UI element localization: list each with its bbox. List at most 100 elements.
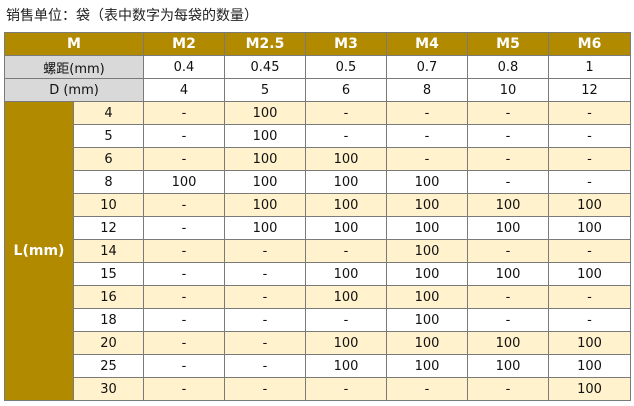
diameter-row: D (mm) 4 5 6 8 10 12: [4, 78, 631, 102]
size-header-row: M M2 M2.5 M3 M4 M5 M6: [4, 32, 631, 56]
quantity-cell: -: [143, 193, 225, 217]
quantity-cell: -: [548, 239, 631, 263]
length-cell: 5: [73, 124, 144, 148]
quantity-cell: -: [386, 377, 468, 401]
quantity-cell: -: [143, 308, 225, 332]
length-cell: 30: [73, 377, 144, 401]
quantity-cell: -: [143, 147, 225, 171]
table-row: 14- - -100- -: [5, 239, 631, 263]
pitch-row: 螺距(mm) 0.4 0.45 0.5 0.7 0.8 1: [4, 55, 631, 79]
quantity-cell: 100: [305, 331, 387, 355]
length-cell: 10: [73, 193, 144, 217]
quantity-cell: -: [467, 308, 549, 332]
length-header: L(mm): [4, 101, 74, 401]
quantity-cell: 100: [143, 170, 225, 194]
length-cell: 8: [73, 170, 144, 194]
quantity-cell: -: [305, 308, 387, 332]
quantity-cell: -: [467, 124, 549, 148]
size-header-cell: M2: [143, 32, 225, 56]
pitch-cell: 0.4: [143, 55, 225, 79]
page-caption: 销售单位：袋（表中数字为每袋的数量）: [6, 8, 258, 24]
quantity-cell: -: [143, 124, 225, 148]
length-cell: 25: [73, 354, 144, 378]
quantity-cell: -: [548, 124, 631, 148]
quantity-cell: 100: [548, 193, 631, 217]
quantity-cell: -: [143, 101, 225, 125]
table-row: 6-100 100- - -: [5, 147, 631, 171]
pitch-cell: 0.5: [305, 55, 387, 79]
pitch-cell: 0.8: [467, 55, 549, 79]
table-row: 18- - -100- -: [5, 308, 631, 332]
quantity-cell: 100: [548, 262, 631, 286]
size-header-cell: M4: [386, 32, 468, 56]
quantity-cell: 100: [224, 124, 306, 148]
quantity-cell: -: [548, 170, 631, 194]
table-row: 8 100 100 100 100- -: [5, 170, 631, 194]
length-cell: 4: [73, 101, 144, 125]
quantity-cell: 100: [548, 377, 631, 401]
pitch-cell: 0.7: [386, 55, 468, 79]
quantity-cell: -: [548, 101, 631, 125]
quantity-cell: 100: [386, 239, 468, 263]
quantity-cell: -: [386, 147, 468, 171]
quantity-cell: -: [143, 216, 225, 240]
quantity-cell: -: [467, 101, 549, 125]
diameter-label: D (mm): [4, 78, 144, 102]
table-row: 10-100 100 100 100 100: [5, 193, 631, 217]
quantity-cell: 100: [224, 193, 306, 217]
quantity-cell: 100: [305, 262, 387, 286]
table-row: 16- -100 100- -: [5, 285, 631, 309]
table-row: 25- -100 100 100 100: [5, 354, 631, 378]
quantity-cell: 100: [305, 285, 387, 309]
quantity-cell: -: [224, 308, 306, 332]
diameter-cell: 8: [386, 78, 468, 102]
quantity-cell: 100: [386, 354, 468, 378]
quantity-cell: 100: [386, 216, 468, 240]
quantity-cell: 100: [386, 331, 468, 355]
quantity-cell: -: [143, 239, 225, 263]
quantity-cell: 100: [305, 216, 387, 240]
quantity-cell: 100: [224, 147, 306, 171]
size-header-cell: M2.5: [224, 32, 306, 56]
quantity-cell: 100: [467, 216, 549, 240]
quantity-cell: -: [224, 262, 306, 286]
quantity-cell: -: [467, 377, 549, 401]
quantity-cell: 100: [467, 331, 549, 355]
spec-table: M M2 M2.5 M3 M4 M5 M6 螺距(mm) 0.4 0.45 0.…: [4, 32, 631, 401]
diameter-cell: 10: [467, 78, 549, 102]
diameter-cell: 4: [143, 78, 225, 102]
quantity-cell: -: [143, 331, 225, 355]
quantity-cell: -: [143, 354, 225, 378]
quantity-cell: -: [305, 377, 387, 401]
quantity-cell: -: [386, 124, 468, 148]
quantity-cell: -: [548, 285, 631, 309]
quantity-cell: -: [467, 170, 549, 194]
quantity-cell: 100: [467, 354, 549, 378]
quantity-cell: -: [143, 285, 225, 309]
table-row: 15- -100 100 100 100: [5, 262, 631, 286]
quantity-cell: -: [305, 124, 387, 148]
quantity-cell: 100: [548, 216, 631, 240]
length-cell: 14: [73, 239, 144, 263]
diameter-cell: 5: [224, 78, 306, 102]
pitch-cell: 0.45: [224, 55, 306, 79]
size-header-cell: M5: [467, 32, 549, 56]
table-row: 12-100 100 100 100 100: [5, 216, 631, 240]
quantity-cell: -: [386, 101, 468, 125]
length-cell: 15: [73, 262, 144, 286]
table-row: 5-100- - - -: [5, 124, 631, 148]
length-cell: 12: [73, 216, 144, 240]
table-row: L(mm) 4-100- - - -: [4, 101, 631, 401]
quantity-cell: 100: [386, 262, 468, 286]
quantity-cell: -: [224, 285, 306, 309]
quantity-cell: 100: [224, 170, 306, 194]
quantity-cell: -: [224, 331, 306, 355]
pitch-label: 螺距(mm): [4, 55, 144, 79]
quantity-cell: 100: [305, 147, 387, 171]
quantity-cell: 100: [386, 193, 468, 217]
quantity-cell: 100: [224, 216, 306, 240]
size-header-cell: M3: [305, 32, 387, 56]
quantity-cell: -: [143, 262, 225, 286]
quantity-cell: -: [224, 354, 306, 378]
pitch-cell: 1: [548, 55, 631, 79]
